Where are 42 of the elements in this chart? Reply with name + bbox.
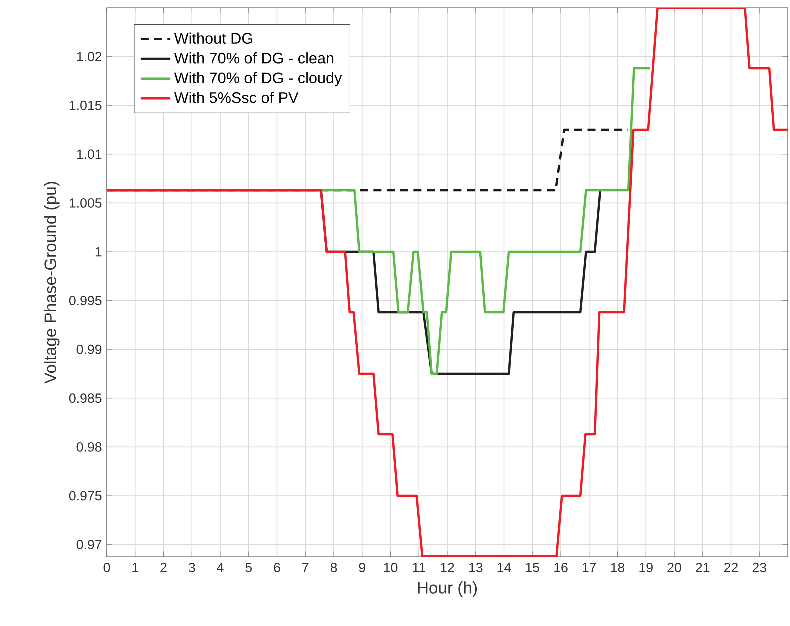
- legend-label: With 5%Ssc of PV: [174, 92, 299, 104]
- x-tick-label: 9: [359, 563, 366, 572]
- x-tick-label: 6: [274, 563, 280, 572]
- y-tick-label: 1.015: [70, 100, 102, 110]
- x-tick-label: 0: [104, 563, 110, 572]
- x-tick-label: 18: [611, 563, 625, 572]
- x-tick-label: 14: [498, 563, 512, 572]
- x-tick-label: 2: [160, 563, 167, 572]
- x-tick-label: 3: [188, 563, 196, 572]
- y-tick-label: 1.005: [70, 198, 102, 208]
- x-tick-label: 10: [384, 563, 398, 572]
- x-tick-label: 1: [132, 563, 138, 572]
- line-series: [107, 8, 788, 558]
- x-tick-label: 17: [582, 563, 596, 572]
- x-tick-label: 22: [724, 563, 738, 572]
- y-tick-label: 1: [96, 247, 102, 257]
- x-tick-label: 15: [526, 563, 540, 572]
- x-tick-label: 7: [302, 563, 309, 572]
- x-tick-label: 13: [469, 563, 483, 572]
- x-tick-label: 16: [554, 563, 568, 572]
- x-tick-label: 19: [640, 563, 653, 572]
- y-tick-label: 1.01: [77, 150, 102, 160]
- legend-label: Without DG: [174, 32, 252, 44]
- y-tick-label: 0.995: [69, 296, 102, 306]
- x-tick-label: 12: [441, 563, 454, 572]
- y-tick-label: 0.975: [69, 491, 102, 501]
- legend-label: With 70% of DG - clean: [174, 52, 334, 64]
- x-tick-label: 4: [217, 563, 224, 572]
- x-tick-label: 20: [668, 563, 682, 572]
- y-tick-label: 1.02: [77, 52, 102, 62]
- x-tick-label: 21: [696, 563, 710, 572]
- y-axis-title: Voltage Phase-Ground (pu): [44, 182, 60, 384]
- x-axis-title: Hour (h): [418, 582, 478, 598]
- y-tick-label: 0.97: [76, 540, 102, 550]
- y-tick-label: 0.99: [76, 344, 102, 354]
- x-tick-label: 11: [413, 563, 426, 572]
- x-tick-label: 23: [752, 563, 766, 572]
- y-tick-label: 0.98: [76, 442, 102, 452]
- y-tick-label: 0.985: [69, 394, 102, 404]
- x-tick-label: 5: [246, 563, 252, 572]
- legend-label: With 70% of DG - cloudy: [174, 72, 342, 87]
- x-tick-label: 8: [330, 563, 338, 572]
